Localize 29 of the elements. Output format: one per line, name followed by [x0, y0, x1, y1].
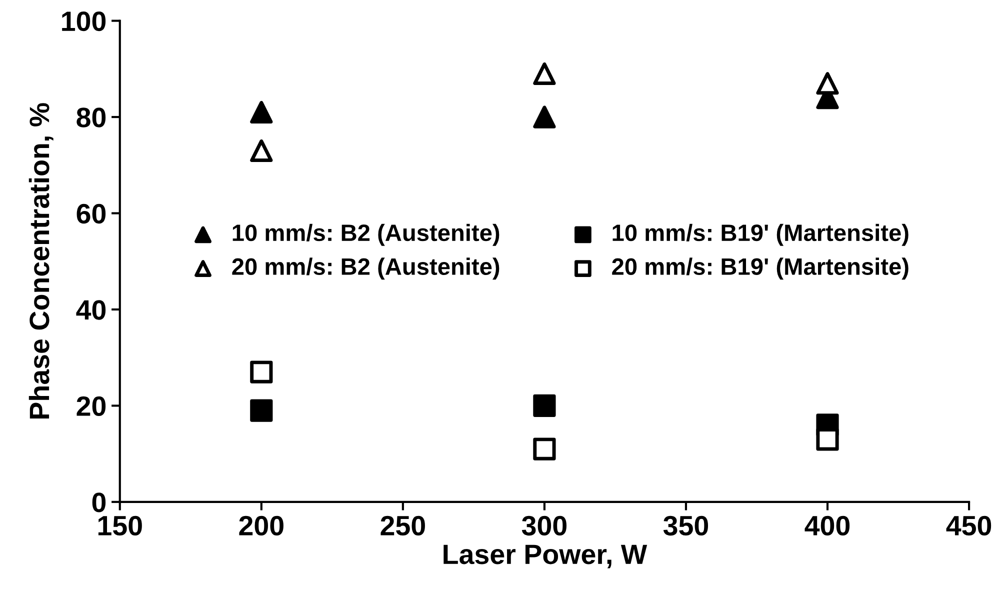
- x-tick-label: 450: [946, 516, 992, 536]
- point: [533, 106, 556, 128]
- point: [816, 72, 839, 95]
- point: [533, 438, 556, 460]
- x-axis-title: Laser Power, W: [444, 544, 648, 568]
- y-tick-label: 40: [76, 300, 106, 320]
- y-tick-label: 80: [76, 108, 106, 128]
- x-tick-label: 300: [522, 516, 566, 536]
- point: [250, 399, 273, 422]
- y-tick-label: 20: [76, 396, 106, 416]
- legend-label: 10 mm/s: B19' (Martensite): [612, 224, 908, 246]
- y-tick-label: 0: [92, 492, 106, 512]
- point: [816, 428, 839, 451]
- y-tick-label: 100: [62, 11, 106, 32]
- point: [250, 360, 273, 384]
- legend-label: 20 mm/s: B2 (Austenite): [232, 258, 500, 280]
- x-tick-label: 250: [380, 516, 425, 536]
- y-axis-title: Phase Concentration, %: [28, 103, 54, 418]
- x-tick-label: 150: [98, 516, 142, 536]
- x-tick-label: 350: [663, 516, 708, 536]
- point: [533, 62, 556, 86]
- point: [250, 139, 273, 162]
- y-tick-label: 60: [76, 204, 106, 224]
- point: [250, 100, 273, 124]
- legend-label: 20 mm/s: B19' (Martensite): [612, 258, 908, 280]
- x-tick-label: 400: [804, 516, 850, 536]
- point: [533, 394, 556, 418]
- x-tick-label: 200: [239, 516, 284, 536]
- legend-label: 10 mm/s: B2 (Austenite): [232, 224, 500, 246]
